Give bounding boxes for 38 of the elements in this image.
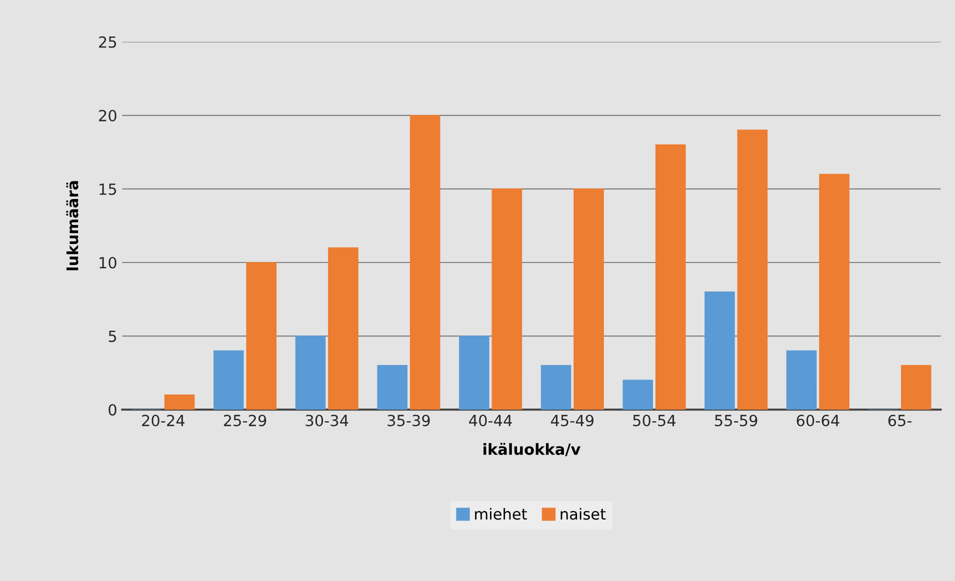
- x-tick-label: 60-64: [796, 414, 840, 426]
- x-tick-label: 25-29: [224, 414, 266, 426]
- y-tick-label: 15: [100, 184, 116, 195]
- bar: [328, 247, 358, 410]
- legend-label: naiset: [560, 508, 606, 520]
- bar: [786, 350, 817, 410]
- bar: [622, 380, 654, 410]
- bar: [459, 336, 490, 410]
- x-tick-label: 30-34: [306, 414, 348, 426]
- y-axis-title: lukumäärä: [66, 181, 78, 270]
- bar: [655, 144, 686, 410]
- bar: [295, 336, 326, 410]
- x-tick-label: 45-49: [550, 414, 594, 426]
- bar: [377, 365, 408, 410]
- bar: [492, 188, 522, 410]
- y-tick-label: 0: [108, 404, 116, 416]
- bar: [819, 174, 850, 410]
- legend-label: miehet: [475, 508, 527, 520]
- x-tick-label: 65-: [888, 414, 912, 426]
- bar: [900, 365, 932, 410]
- y-tick-label: 10: [100, 256, 116, 269]
- x-tick-label: 35-39: [388, 414, 430, 426]
- bar: [574, 188, 604, 410]
- bar: [540, 365, 572, 410]
- bar: [737, 130, 768, 410]
- bar: [410, 114, 440, 410]
- x-tick-label: 55-59: [715, 414, 758, 426]
- x-tick-label: 50-54: [633, 414, 676, 426]
- bar: [704, 292, 735, 410]
- x-tick-label: 40-44: [469, 414, 512, 426]
- y-tick-label: 25: [99, 36, 116, 48]
- x-axis-title: ikäluokka/v: [484, 442, 580, 456]
- bar: [164, 394, 195, 410]
- bar: [213, 350, 244, 410]
- bar: [246, 262, 277, 410]
- y-tick-label: 20: [99, 110, 116, 122]
- y-tick-label: 5: [108, 330, 116, 342]
- x-tick-label: 20-24: [142, 414, 184, 426]
